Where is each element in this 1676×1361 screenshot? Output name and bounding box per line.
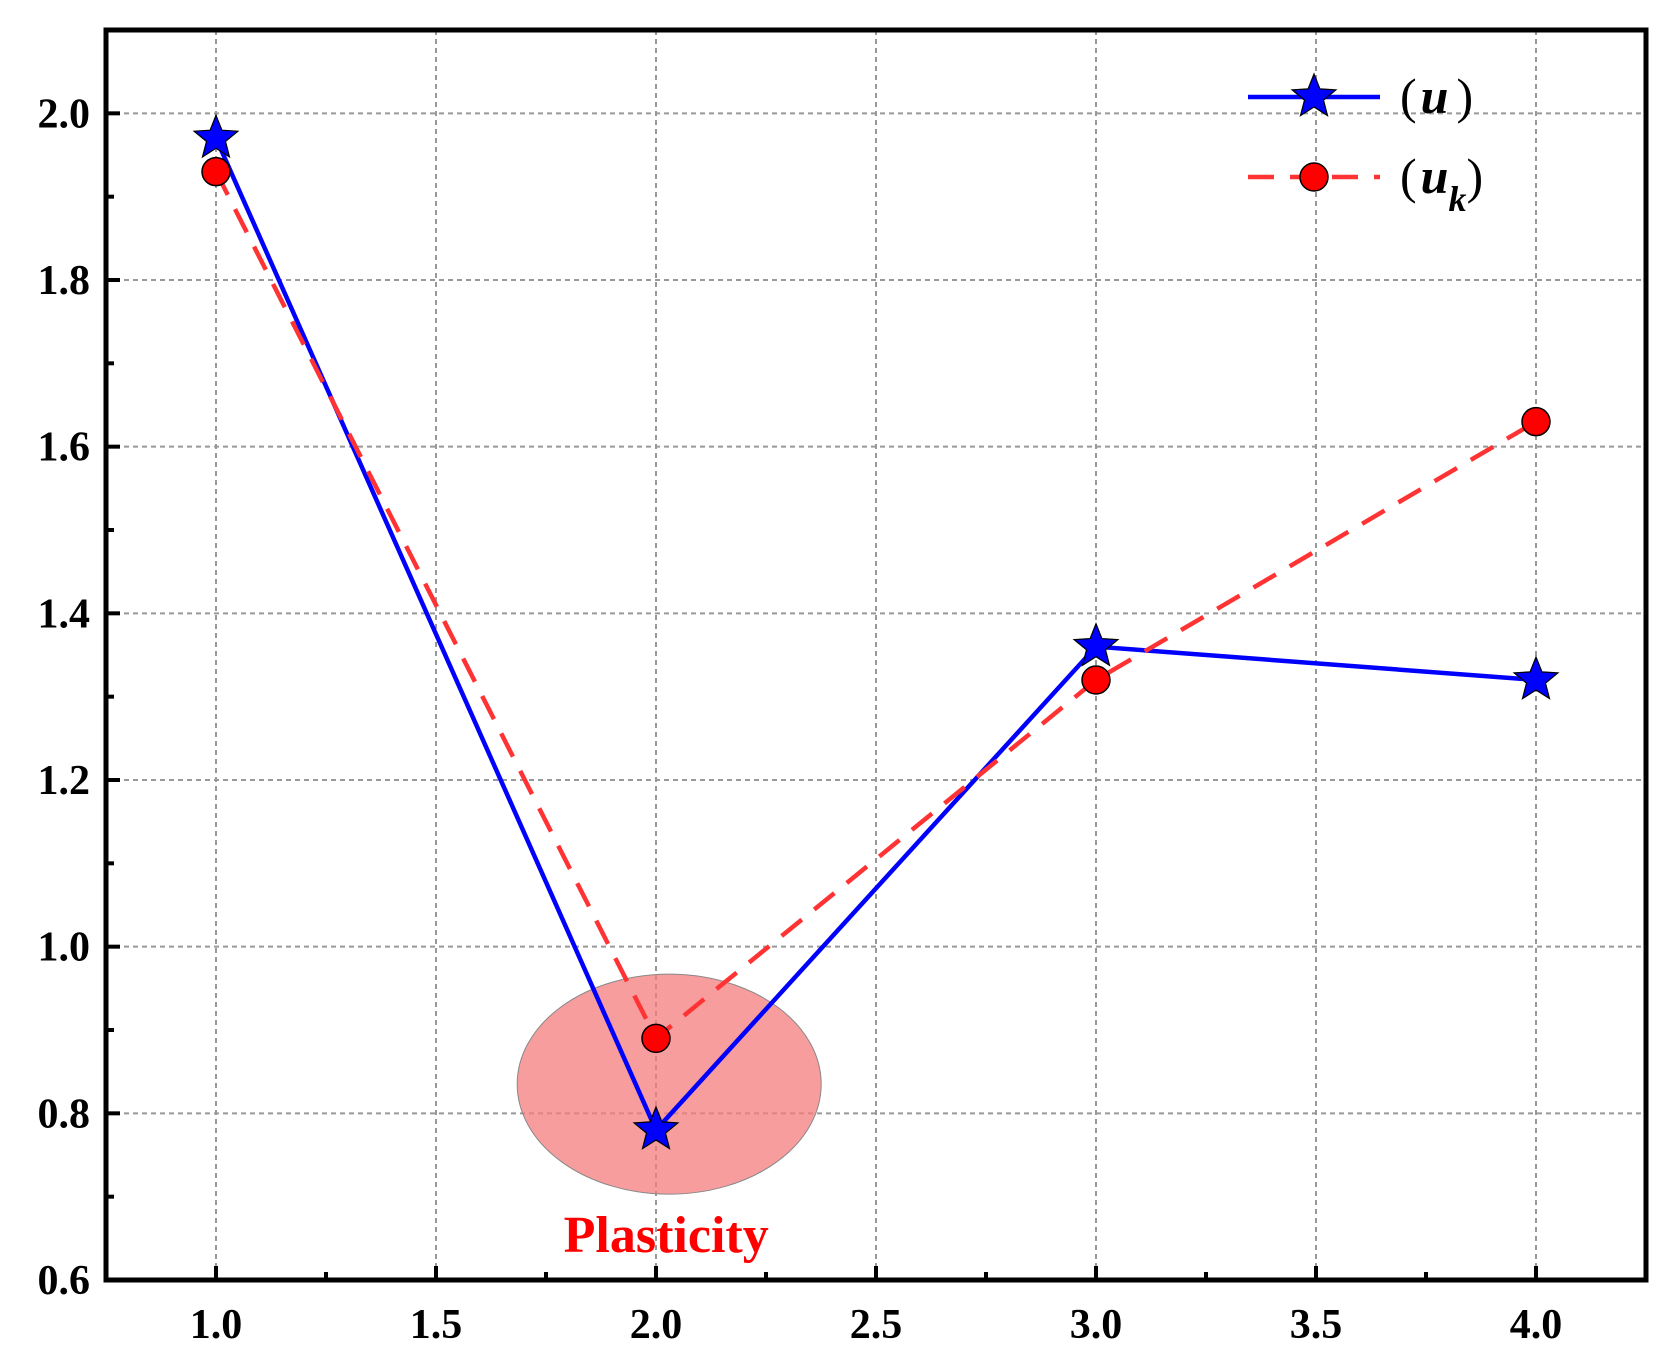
legend: (u) (uk): [1248, 68, 1483, 219]
legend-label-u: (u): [1400, 68, 1473, 124]
data-point-u-k: [1521, 406, 1551, 437]
data-point-u-k: [1081, 665, 1111, 695]
x-tick-label: 2.0: [630, 1302, 683, 1348]
series-line-u: [213, 137, 1537, 1135]
annotations: Plasticity: [564, 1207, 769, 1264]
legend-label-u-k: (uk): [1400, 148, 1483, 219]
x-tick-label: 1.5: [410, 1302, 463, 1348]
data-point-u: [1072, 622, 1120, 667]
x-tick-label: 1.0: [190, 1302, 243, 1348]
legend-marker-u-k: [1299, 162, 1329, 192]
y-tick-label: 1.2: [38, 758, 91, 804]
y-tick-label: 1.6: [38, 425, 91, 471]
series-lines: [213, 137, 1538, 1135]
x-tick-label: 3.0: [1070, 1302, 1123, 1348]
data-point-u: [1512, 655, 1560, 700]
tick-labels: 1.0 1.5 2.0 2.5 3.0 3.5 4.0 0.6 0.8 1.0 1.2 1.4 1.6 1…: [38, 91, 1563, 1348]
data-point-u-k: [201, 156, 231, 187]
y-tick-label: 0.6: [38, 1258, 91, 1304]
data-point-u-k: [641, 1023, 671, 1054]
axis-ticks: [106, 111, 1538, 1282]
y-tick-label: 2.0: [38, 91, 91, 137]
x-tick-label: 3.5: [1290, 1302, 1343, 1348]
data-point-u: [632, 1105, 680, 1150]
x-tick-label: 2.5: [850, 1302, 903, 1348]
grid: [106, 30, 1646, 1280]
series-markers: [192, 113, 1560, 1150]
legend-marker-u: [1290, 72, 1338, 117]
y-tick-label: 1.4: [38, 591, 91, 637]
x-tick-label: 4.0: [1510, 1302, 1563, 1348]
data-point-u: [192, 113, 240, 159]
plasticity-highlight: [516, 973, 822, 1195]
series-line-u-k: [213, 170, 1538, 1042]
y-tick-label: 1.8: [38, 258, 91, 304]
annotation-plasticity: Plasticity: [564, 1207, 769, 1264]
y-tick-label: 1.0: [38, 925, 91, 971]
y-tick-label: 0.8: [38, 1091, 91, 1137]
plasticity-ellipse: [516, 973, 822, 1195]
